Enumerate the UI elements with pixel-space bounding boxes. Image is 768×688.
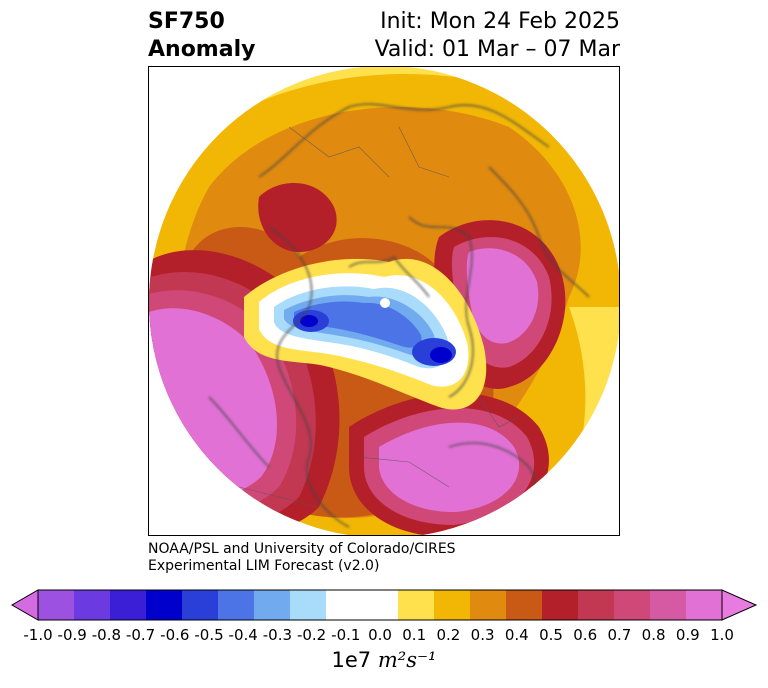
- colorbar-cell: [110, 590, 147, 620]
- colorbar-tick-label: -0.9: [57, 626, 87, 644]
- colorbar-tick-label: 0.5: [539, 626, 563, 644]
- title-right: Init: Mon 24 Feb 2025 Valid: 01 Mar – 07…: [375, 8, 620, 64]
- colorbar-tick-label: 0.6: [573, 626, 598, 644]
- colorbar-cell: [218, 590, 255, 620]
- colorbar-cell: [362, 590, 399, 620]
- colorbar-tick-label: 1.0: [710, 626, 734, 644]
- colorbar-tick-label: -0.3: [262, 626, 293, 644]
- title-left: SF750 Anomaly: [148, 8, 255, 64]
- colorbar-cell: [542, 590, 579, 620]
- colorbar-cell: [470, 590, 507, 620]
- unit-prefix: 1e7: [331, 648, 372, 672]
- colorbar-tick-label: -0.8: [91, 626, 122, 644]
- east-siberia-ridge-core: [466, 248, 539, 344]
- colorbar-tick-label: -1.0: [23, 626, 53, 644]
- trough-blue: [294, 301, 422, 348]
- colorbar-tick-label: -0.7: [125, 626, 156, 644]
- borders: [238, 126, 520, 508]
- colorbar-tick-label: -0.2: [296, 626, 327, 644]
- colorbar-over-arrow: [721, 589, 758, 621]
- field-type: Anomaly: [148, 37, 256, 62]
- colorbar-cell: [146, 590, 183, 620]
- coastlines: [208, 103, 590, 528]
- med-ridge: [258, 183, 337, 252]
- colorbar-tick-label: 0.9: [675, 626, 700, 644]
- colorbar-tick-label: 0.4: [504, 626, 529, 644]
- colorbar-cell: [614, 590, 651, 620]
- hemisphere-field: [149, 67, 619, 535]
- colorbar-cells: [38, 590, 723, 620]
- credit-line-2: Experimental LIM Forecast (v2.0): [148, 558, 380, 574]
- field-name: SF750: [148, 9, 225, 34]
- colorbar-frame: [37, 589, 723, 621]
- colorbar-cell: [326, 590, 363, 620]
- colorbar-tick-labels: -1.0 -0.9 -0.8 -0.7 -0.6 -0.5 -0.4 -0.3 -0.2 -0.1…: [0, 626, 768, 646]
- colorbar-tick-label: 0.7: [607, 626, 632, 644]
- colorbar-tick-label: -0.6: [160, 626, 190, 644]
- colorbar-cell: [506, 590, 543, 620]
- map-panel: [148, 66, 620, 536]
- colorbar-cell: [74, 590, 111, 620]
- trough-core-siberia: [430, 347, 452, 363]
- credit-text: NOAA/PSL and University of Colorado/CIRE…: [148, 541, 456, 575]
- credit-line-1: NOAA/PSL and University of Colorado/CIRE…: [148, 541, 456, 557]
- colorbar-tick-label: -0.4: [228, 626, 258, 644]
- colorbar-tick-label: 0.3: [470, 626, 495, 644]
- east-us-ridge-core: [379, 422, 520, 513]
- unit-expression: m²s⁻¹: [377, 648, 437, 672]
- colorbar-cell: [578, 590, 615, 620]
- colorbar-tick-label: -0.5: [194, 626, 224, 644]
- trough-core-europe: [300, 315, 318, 327]
- colorbar-tick-label: 0.8: [641, 626, 666, 644]
- colorbar-cell: [686, 590, 723, 620]
- anomaly-map: [149, 67, 619, 535]
- colorbar-cell: [38, 590, 75, 620]
- colorbar: [10, 589, 758, 621]
- colorbar-tick-label: 0.2: [436, 626, 461, 644]
- colorbar-cell: [182, 590, 219, 620]
- colorbar-cell: [650, 590, 687, 620]
- colorbar-cell: [254, 590, 291, 620]
- init-date: Init: Mon 24 Feb 2025: [380, 9, 620, 34]
- colorbar-cell: [434, 590, 471, 620]
- colorbar-under-arrow: [10, 589, 39, 621]
- colorbar-tick-label: 0.1: [402, 626, 427, 644]
- colorbar-tick-label: 0.0: [368, 626, 392, 644]
- colorbar-cell: [290, 590, 327, 620]
- pole-marker: [380, 298, 390, 308]
- valid-range: Valid: 01 Mar – 07 Mar: [374, 37, 620, 62]
- colorbar-tick-label: -0.1: [331, 626, 361, 644]
- colorbar-cell: [398, 590, 435, 620]
- colorbar-unit-label: 1e7 m²s⁻¹: [0, 648, 768, 672]
